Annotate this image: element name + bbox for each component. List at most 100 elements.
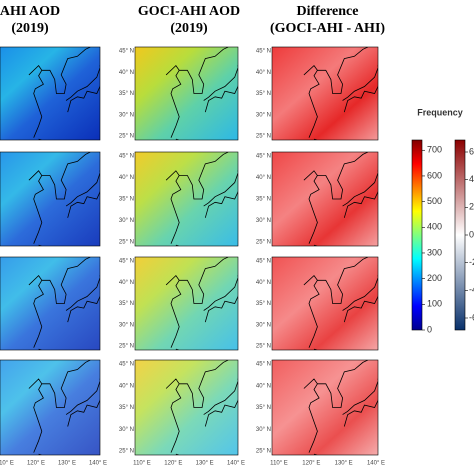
coastline bbox=[203, 381, 238, 415]
coastline bbox=[317, 360, 369, 408]
lat-label: 40° N bbox=[119, 70, 134, 76]
coastline bbox=[28, 64, 44, 138]
map-body bbox=[0, 47, 100, 140]
map-body bbox=[135, 360, 238, 455]
coastline bbox=[203, 67, 238, 101]
lat-label: 25° N bbox=[119, 344, 134, 350]
lon-label: 140° E bbox=[89, 461, 107, 467]
map-body bbox=[135, 47, 238, 140]
coastline bbox=[204, 65, 238, 113]
lat-label: 40° N bbox=[119, 280, 134, 286]
map-field bbox=[272, 257, 378, 350]
colorbar-tick-label: 200 bbox=[427, 273, 442, 283]
coastline bbox=[165, 378, 182, 453]
map-frame bbox=[134, 359, 239, 456]
lat-label: 45° N bbox=[119, 362, 134, 368]
lat-label: 30° N bbox=[119, 112, 134, 118]
coastline bbox=[41, 257, 91, 304]
lat-label: 45° N bbox=[119, 49, 134, 55]
coastline bbox=[203, 172, 238, 207]
map-field bbox=[272, 360, 378, 455]
map-body bbox=[272, 47, 378, 140]
lat-label: 40° N bbox=[119, 383, 134, 389]
map-body bbox=[272, 257, 378, 350]
lon-label: 120° E bbox=[27, 461, 45, 467]
lat-label: 30° N bbox=[119, 427, 134, 433]
coastline bbox=[41, 47, 91, 94]
lat-label: 25° N bbox=[256, 240, 271, 246]
map-panel: 45° N 40° N 35° N 30° N 25° N 110° E 120° E 130… bbox=[256, 359, 385, 467]
map-frame bbox=[0, 151, 101, 247]
map-field bbox=[0, 360, 100, 455]
coastline bbox=[165, 64, 182, 138]
map-field bbox=[135, 47, 238, 140]
map-panel: 45° N 40° N 35° N 30° N 25° N 110° E 120° E 130… bbox=[119, 359, 245, 467]
lat-label: 25° N bbox=[119, 240, 134, 246]
column-title: AHI AOD bbox=[0, 4, 60, 19]
coastline bbox=[343, 65, 378, 113]
diff-colorbar bbox=[454, 139, 466, 331]
colorbar-tick-label: 100 bbox=[427, 299, 442, 309]
maps: 45° N 40° N 35° N 30° N 25° N 45° N 40° N 35° N… bbox=[0, 46, 385, 467]
coastline bbox=[179, 152, 229, 200]
lat-label: 30° N bbox=[256, 218, 271, 224]
coastline bbox=[317, 47, 369, 94]
lon-label: 120° E bbox=[302, 461, 320, 467]
diff-colorbar-tick-label: -2 bbox=[469, 257, 474, 267]
map-body bbox=[135, 152, 238, 246]
map-frame bbox=[134, 151, 239, 247]
coastline bbox=[28, 274, 44, 348]
column-subtitle: (2019) bbox=[170, 21, 208, 36]
lat-label: 45° N bbox=[256, 49, 271, 55]
coastline bbox=[313, 453, 318, 455]
map-frame bbox=[271, 359, 379, 456]
coastline bbox=[165, 170, 182, 244]
coastline bbox=[342, 172, 378, 207]
lon-label: 130° E bbox=[58, 461, 76, 467]
map-frame bbox=[0, 46, 101, 141]
lat-label: 35° N bbox=[256, 405, 271, 411]
diff-colorbar-tick-label: -4 bbox=[469, 285, 474, 295]
lat-label: 25° N bbox=[256, 134, 271, 140]
coastline bbox=[343, 275, 378, 323]
lon-label: 130° E bbox=[196, 461, 214, 467]
map-panel: 110° E 120° E 130° E 140° E bbox=[0, 359, 107, 467]
coastline bbox=[204, 275, 238, 323]
colorbar-title: Frequency bbox=[417, 107, 463, 117]
lon-label: 110° E bbox=[270, 461, 288, 467]
coastline bbox=[38, 453, 42, 455]
coastline bbox=[175, 348, 180, 350]
map-panel: 45° N 40° N 35° N 30° N 25° N bbox=[256, 256, 379, 351]
colorbar-tick-label: 700 bbox=[427, 145, 442, 155]
colorbar-tick-label: 600 bbox=[427, 170, 442, 180]
coastline bbox=[38, 138, 42, 140]
coastline bbox=[303, 65, 320, 138]
coastline bbox=[317, 257, 369, 304]
lat-label: 40° N bbox=[256, 70, 271, 76]
map-field bbox=[272, 152, 378, 246]
coastline bbox=[65, 172, 100, 207]
diff-colorbar-tick-label: 0 bbox=[469, 229, 474, 239]
coastline bbox=[179, 360, 229, 408]
lat-label: 30° N bbox=[256, 112, 271, 118]
lat-label: 45° N bbox=[119, 259, 134, 265]
coastline bbox=[175, 138, 180, 140]
headers: AHI AOD (2019) GOCI-AHI AOD (2019) Differenc… bbox=[0, 4, 385, 36]
coastline bbox=[342, 381, 378, 415]
coastline bbox=[28, 378, 44, 453]
colorbar-tick-label: 300 bbox=[427, 247, 442, 257]
lat-label: 35° N bbox=[256, 301, 271, 307]
lat-label: 35° N bbox=[119, 91, 134, 97]
coastline bbox=[67, 170, 100, 218]
lon-label: 120° E bbox=[164, 461, 182, 467]
map-panel bbox=[0, 46, 101, 141]
coastline bbox=[303, 378, 320, 453]
coastline bbox=[179, 47, 229, 94]
coastline bbox=[65, 67, 100, 101]
map-field bbox=[135, 257, 238, 350]
coastline bbox=[204, 378, 238, 427]
map-field bbox=[135, 152, 238, 246]
coastline bbox=[203, 277, 238, 311]
map-field bbox=[0, 152, 100, 246]
